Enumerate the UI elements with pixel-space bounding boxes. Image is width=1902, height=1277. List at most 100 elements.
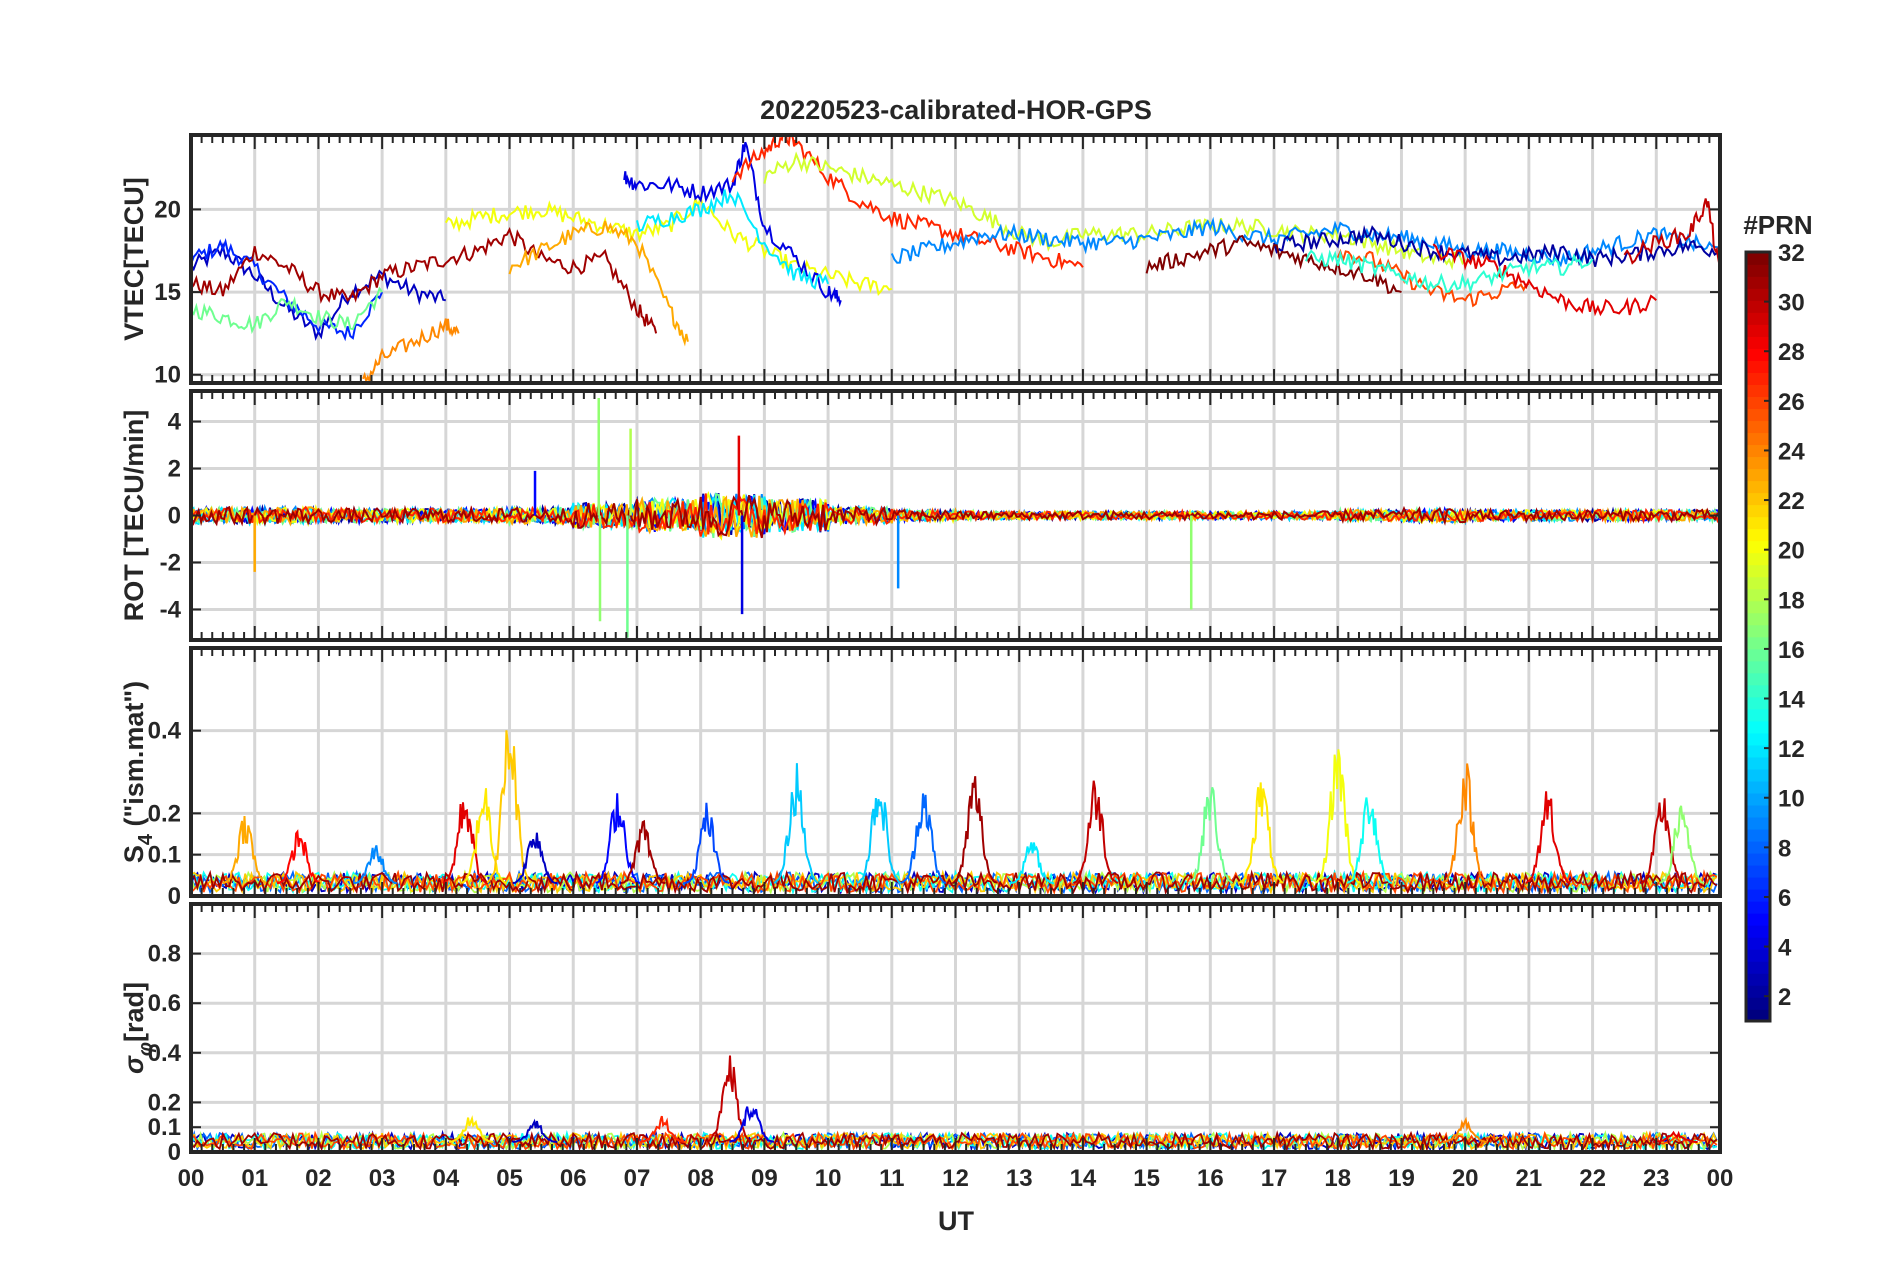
x-tick-label: 16: [1197, 1165, 1224, 1192]
series-prn-12: [636, 189, 830, 290]
colorbar-swatch: [1746, 948, 1770, 962]
peak-prn-11: [773, 763, 819, 884]
peak-prn-23: [222, 815, 267, 885]
x-tick-label: 23: [1643, 1165, 1670, 1192]
panel-sigma_phi: 00.10.2 0.4 0.6 0.8 σφ[rad] 00 01 02 03 04 05 06 07 0…: [119, 902, 1733, 1192]
y-tick-label: 20: [154, 196, 181, 223]
y-tick-label: 4: [168, 409, 182, 436]
colorbar-swatch: [1746, 960, 1770, 974]
y-tick-label: 0.2: [148, 1089, 181, 1116]
colorbar-swatch: [1746, 756, 1770, 770]
peak-prn-29: [1653, 1130, 1698, 1143]
peak-prn-11: [856, 797, 902, 884]
colorbar-swatch: [1746, 768, 1770, 782]
peak-prn-30: [1072, 780, 1119, 884]
colorbar-swatch: [1746, 816, 1770, 830]
ticks-vtec: [190, 135, 1721, 383]
data-s4: [191, 730, 1718, 896]
colorbar-swatch: [1746, 288, 1770, 301]
peak-prn-29: [442, 802, 488, 884]
peak-prn-12: [1009, 842, 1055, 885]
panel-s4: 0 0.1 0.2 0.4S4 ("ism.mat"): [119, 646, 1722, 910]
x-tick-label: 22: [1579, 1165, 1606, 1192]
series-prn-30: [1623, 198, 1720, 276]
x-tick-label: 02: [305, 1165, 332, 1192]
colorbar-swatch: [1746, 276, 1770, 289]
colorbar-swatch: [1746, 312, 1770, 325]
colorbar-tick-label: 32: [1778, 240, 1805, 267]
data-rot: [191, 398, 1720, 638]
colorbar-swatch: [1746, 492, 1770, 506]
colorbar-swatch: [1746, 336, 1770, 349]
peak-prn-17: [1659, 805, 1705, 884]
x-tick-label: 13: [1006, 1165, 1033, 1192]
y-tick-label: 0.6: [148, 990, 181, 1017]
colorbar-tick-label: 8: [1778, 835, 1791, 862]
colorbar-swatch: [1746, 612, 1770, 626]
peak-prn-24: [1442, 1116, 1488, 1143]
series-prn-27: [731, 135, 1084, 271]
peak-prn-28: [276, 829, 321, 885]
y-tick-label: 0.8: [148, 941, 181, 968]
series-prn-14: [1304, 249, 1594, 295]
y-tick-label: -2: [160, 549, 181, 576]
colorbar-swatch: [1746, 468, 1770, 482]
peak-prn-21: [461, 788, 507, 884]
series-prn-23: [508, 220, 689, 347]
colorbar-tick-label: 28: [1778, 339, 1805, 366]
y-tick-label: 0.4: [148, 718, 182, 745]
colorbar-label: #PRN: [1743, 210, 1812, 240]
colorbar-swatch: [1746, 684, 1770, 698]
peak-prn-31: [952, 776, 998, 884]
colorbar-swatch: [1746, 780, 1770, 794]
colorbar-tick-label: 10: [1778, 786, 1805, 813]
peak-prn-21: [1238, 782, 1284, 884]
colorbar-swatch: [1746, 1008, 1770, 1022]
x-tick-label: 07: [624, 1165, 651, 1192]
colorbar-swatch: [1746, 600, 1770, 614]
y-tick-label: 0.1: [148, 842, 181, 869]
peak-prn-3: [512, 1118, 558, 1143]
colorbar-swatch: [1746, 420, 1770, 434]
series-prn-23: [191, 495, 1720, 538]
colorbar-swatch: [1746, 480, 1770, 494]
series-prn-31: [191, 495, 1720, 539]
colorbar-swatch: [1746, 672, 1770, 686]
colorbar-swatch: [1746, 696, 1770, 710]
colorbar-swatch: [1746, 900, 1770, 914]
series-prn-6: [191, 237, 384, 342]
colorbar-swatch: [1746, 840, 1770, 854]
x-tick-label: 18: [1324, 1165, 1351, 1192]
x-tick-label: 19: [1388, 1165, 1415, 1192]
x-tick-label: 05: [496, 1165, 523, 1192]
colorbar-swatch: [1746, 912, 1770, 926]
x-tick-label: 03: [369, 1165, 396, 1192]
series-prn-9: [890, 216, 1720, 268]
colorbar-swatch: [1746, 528, 1770, 542]
colorbar-swatch: [1746, 864, 1770, 878]
y-tick-label: 0.4: [148, 1040, 182, 1067]
colorbar-swatch: [1746, 360, 1770, 373]
series-prn-16: [191, 286, 383, 335]
colorbar-swatch: [1746, 732, 1770, 746]
colorbar-swatch: [1746, 516, 1770, 530]
colorbar-swatch: [1746, 924, 1770, 938]
ticks-sigma_phi: [190, 904, 1721, 1153]
colorbar-swatch: [1746, 300, 1770, 313]
colorbar-swatch: [1746, 972, 1770, 986]
colorbar-swatch: [1746, 636, 1770, 650]
colorbar-swatch: [1746, 888, 1770, 902]
y-tick-label: 0.2: [148, 800, 181, 827]
y-tick-label: 10: [154, 362, 181, 389]
colorbar-tick-label: 24: [1778, 438, 1805, 465]
chart-title: 20220523-calibrated-HOR-GPS: [760, 95, 1152, 125]
grid-s4: [189, 648, 1722, 898]
x-tick-label: 09: [751, 1165, 778, 1192]
colorbar-swatch: [1746, 624, 1770, 638]
series-prn-26: [1336, 248, 1530, 308]
x-tick-label: 20: [1452, 1165, 1479, 1192]
